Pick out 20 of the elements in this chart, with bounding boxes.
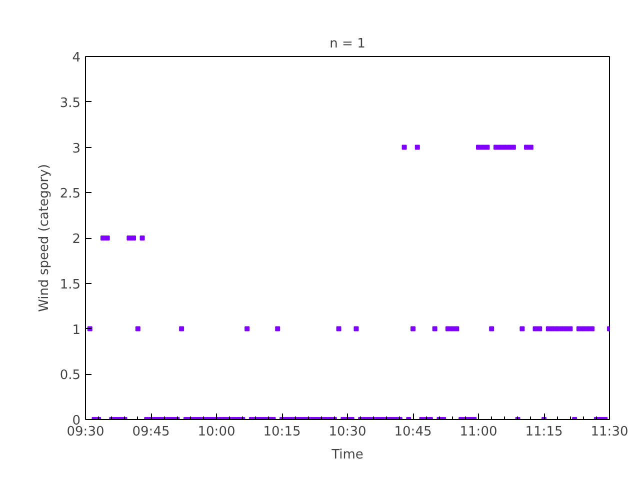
x-tick-label: 09:30 <box>66 424 104 440</box>
y-tick-label: 1 <box>72 322 81 338</box>
y-tick-label: 1.5 <box>60 277 81 292</box>
chart-title: n = 1 <box>330 36 366 52</box>
x-tick-label: 10:30 <box>328 424 366 440</box>
x-axis-title: Time <box>330 448 364 462</box>
y-tick-label: 2 <box>72 232 81 247</box>
x-tick-label: 10:00 <box>198 424 236 440</box>
y-axis-title: Wind speed (category) <box>36 164 52 312</box>
y-tick-label: 2.5 <box>60 186 81 202</box>
x-tick-label: 11:00 <box>460 424 498 440</box>
x-tick-label: 09:45 <box>132 424 170 440</box>
y-tick-label: 3 <box>72 141 81 156</box>
x-tick-label: 11:30 <box>590 424 628 440</box>
x-tick-label: 10:15 <box>263 424 301 440</box>
y-tick-label: 3.5 <box>60 96 81 111</box>
y-tick-label: 4 <box>72 50 81 66</box>
y-tick-label: 0.5 <box>60 368 81 384</box>
x-tick-label: 11:15 <box>525 424 563 440</box>
x-tick-label: 10:45 <box>394 424 432 440</box>
